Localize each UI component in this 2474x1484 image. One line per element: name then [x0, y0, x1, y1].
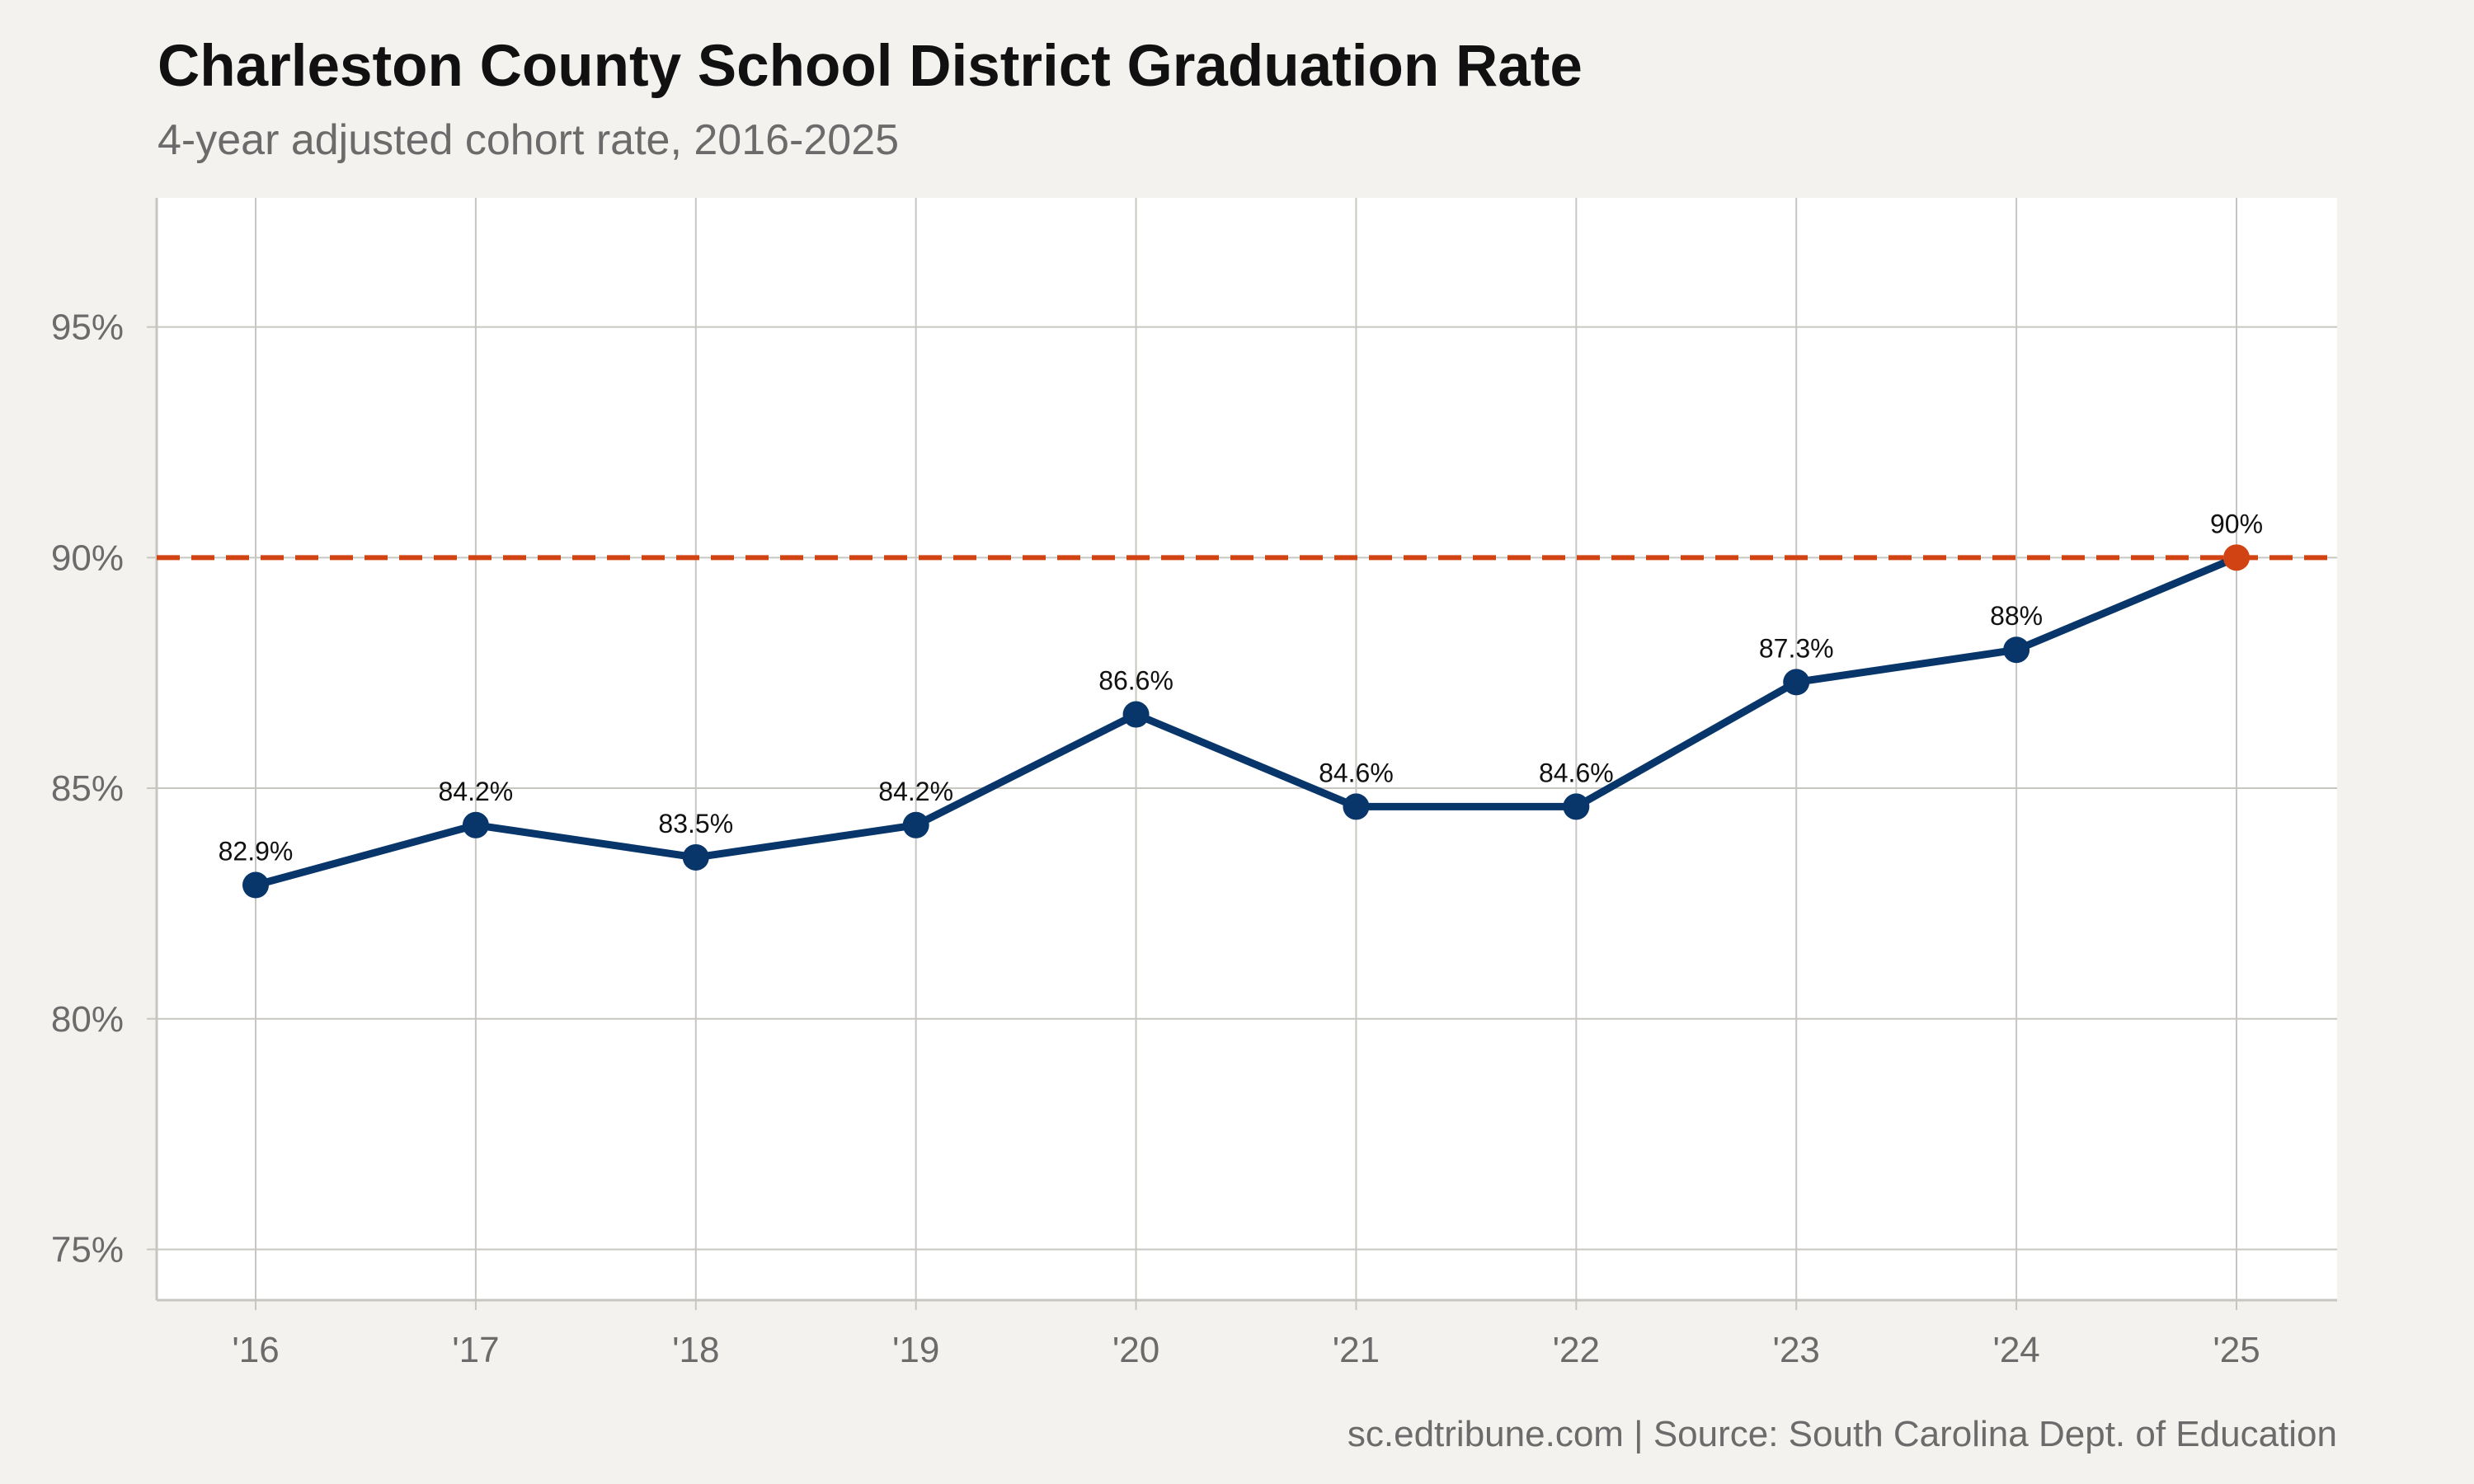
- y-tick-label: 90%: [51, 538, 124, 578]
- data-label: 84.2%: [439, 777, 514, 806]
- data-point: [462, 811, 489, 838]
- data-point: [682, 843, 709, 871]
- x-tick-label: '17: [452, 1330, 499, 1370]
- x-tick-label: '23: [1773, 1330, 1820, 1370]
- x-tick-label: '25: [2213, 1330, 2260, 1370]
- data-point: [902, 811, 929, 838]
- y-tick-label: 80%: [51, 999, 124, 1040]
- x-tick-label: '18: [672, 1330, 719, 1370]
- y-tick-label: 75%: [51, 1229, 124, 1270]
- x-tick-label: '20: [1112, 1330, 1159, 1370]
- highlight-data-point: [2223, 544, 2250, 571]
- data-point: [1122, 701, 1150, 728]
- chart-subtitle: 4-year adjusted cohort rate, 2016-2025: [158, 116, 900, 164]
- series-line: [252, 553, 2241, 890]
- data-point: [1343, 793, 1370, 820]
- data-point: [1783, 669, 1810, 696]
- data-point: [242, 871, 269, 899]
- x-tick-label: '24: [1992, 1330, 2039, 1370]
- data-label: 84.2%: [878, 777, 953, 806]
- data-label: 88%: [1990, 601, 2043, 631]
- chart-caption: sc.edtribune.com | Source: South Carolin…: [1347, 1414, 2337, 1454]
- data-point: [1563, 793, 1590, 820]
- data-label: 82.9%: [219, 837, 294, 866]
- y-tick-label: 85%: [51, 768, 124, 809]
- data-label: 86.6%: [1098, 666, 1174, 696]
- chart-title: Charleston County School District Gradua…: [158, 34, 1583, 99]
- x-tick-label: '19: [892, 1330, 939, 1370]
- x-tick-label: '21: [1333, 1330, 1380, 1370]
- data-labels: 82.9% 84.2% 83.5% 84.2% 86.6% 84.6% 84.6% 87.3%…: [219, 509, 2263, 866]
- axes: 75% 80% 85% 90% 95% '16 '17 '18 '19 '20 '21 '22 '23 '…: [51, 198, 2337, 1370]
- series-layer: [242, 544, 2250, 899]
- plot-panel: [157, 198, 2337, 1300]
- data-point: [2003, 636, 2030, 664]
- data-label: 87.3%: [1759, 633, 1834, 663]
- data-label: 83.5%: [658, 809, 733, 838]
- x-tick-label: '22: [1553, 1330, 1600, 1370]
- data-label: 84.6%: [1539, 758, 1614, 787]
- x-tick-label: '16: [232, 1330, 279, 1370]
- data-label: 90%: [2210, 509, 2263, 538]
- data-label: 84.6%: [1319, 758, 1394, 787]
- y-tick-label: 95%: [51, 308, 124, 348]
